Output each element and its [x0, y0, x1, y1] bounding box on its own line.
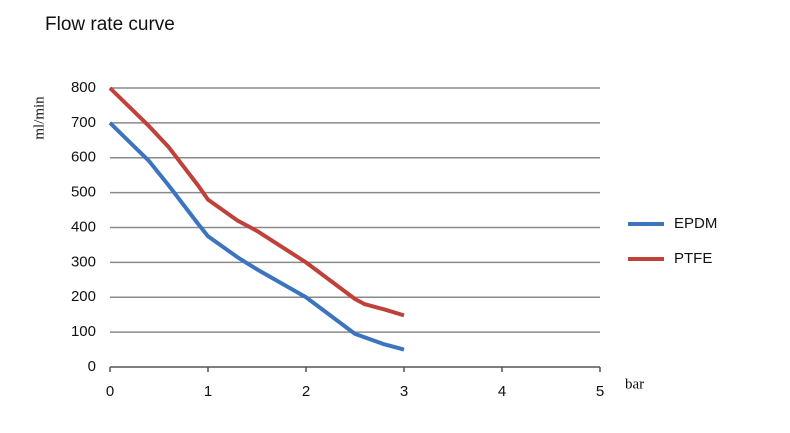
- y-tick-label: 800: [71, 79, 96, 96]
- y-tick-label: 300: [71, 253, 96, 270]
- line-series: [108, 86, 405, 318]
- x-tick-label: 3: [400, 383, 408, 400]
- x-tick-label: 2: [302, 383, 310, 400]
- y-tick-label: 0: [88, 358, 96, 375]
- line-series: [108, 121, 405, 352]
- y-tick-label: 700: [71, 114, 96, 131]
- y-tick-label: 600: [71, 149, 96, 166]
- y-tick-label: 100: [71, 323, 96, 340]
- y-tick-label: 200: [71, 288, 96, 305]
- chart-title: Flow rate curve: [45, 14, 175, 35]
- y-tick-label: 400: [71, 218, 96, 235]
- y-axis-label: ml/min: [31, 96, 47, 140]
- x-tick-label: 1: [204, 383, 212, 400]
- legend-label: EPDM: [674, 215, 717, 232]
- x-tick-label: 4: [498, 383, 506, 400]
- y-tick-label: 500: [71, 184, 96, 201]
- legend-label: PTFE: [674, 250, 712, 267]
- x-tick-label: 5: [596, 383, 604, 400]
- x-axis-label: bar: [625, 376, 644, 392]
- x-tick-label: 0: [106, 383, 114, 400]
